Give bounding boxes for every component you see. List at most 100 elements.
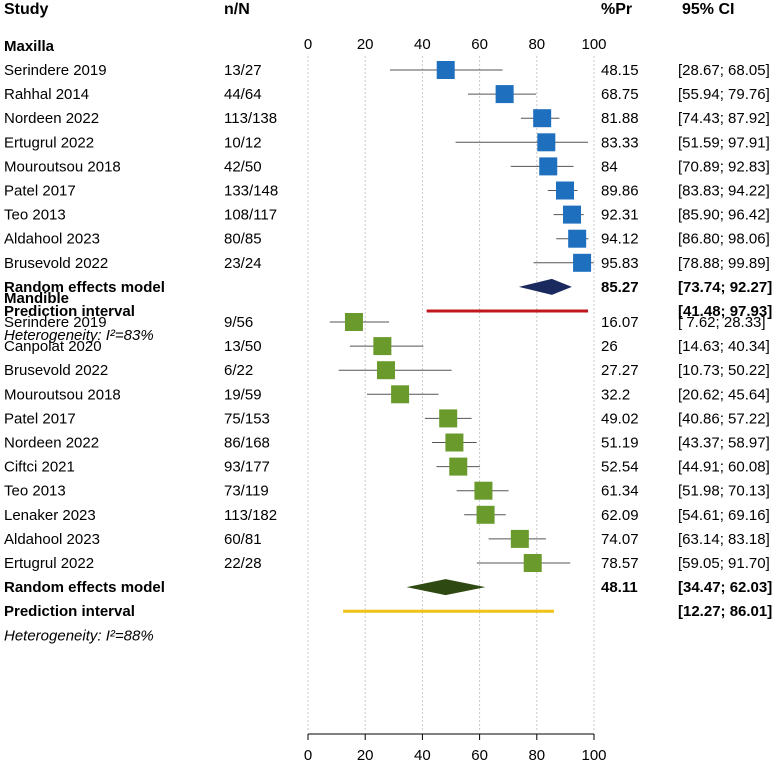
- study-ci: [70.89; 92.83]: [678, 158, 770, 175]
- study-events: 113/138: [224, 110, 277, 127]
- study-ci: [83.83; 94.22]: [678, 183, 770, 200]
- study-ci: [78.88; 99.89]: [678, 255, 770, 272]
- study-events: 133/148: [224, 183, 278, 200]
- study-proportion: 81.88: [601, 110, 639, 127]
- study-events: 22/28: [224, 555, 262, 572]
- study-proportion: 95.83: [601, 255, 639, 272]
- study-box: [376, 361, 395, 380]
- study-ci: [86.80; 98.06]: [678, 231, 770, 248]
- study-events: 108/117: [224, 207, 277, 224]
- random-effects-proportion: 85.27: [601, 279, 639, 296]
- study-ci: [54.61; 69.16]: [678, 507, 770, 524]
- study-name: Nordeen 2022: [4, 110, 99, 127]
- random-effects-diamond: [518, 278, 572, 295]
- study-box: [495, 85, 514, 104]
- study-ci: [55.94; 79.76]: [678, 86, 770, 103]
- study-events: 6/22: [224, 362, 253, 379]
- tick-label-bottom: 60: [471, 747, 488, 764]
- study-events: 44/64: [224, 86, 262, 103]
- tick-label-bottom: 100: [581, 747, 606, 764]
- study-ci: [74.43; 87.92]: [678, 110, 770, 127]
- header-study: Study: [4, 1, 49, 18]
- study-proportion: 92.31: [601, 207, 639, 224]
- study-name: Ciftci 2021: [4, 459, 75, 476]
- tick-label-bottom: 20: [357, 747, 374, 764]
- study-box: [344, 313, 363, 331]
- study-ci: [20.62; 45.64]: [678, 386, 770, 403]
- study-proportion: 61.34: [601, 483, 639, 500]
- study-name: Canpolat 2020: [4, 338, 102, 355]
- study-box: [563, 205, 582, 224]
- study-events: 80/85: [224, 231, 262, 248]
- study-name: Ertugrul 2022: [4, 555, 94, 572]
- study-proportion: 78.57: [601, 555, 639, 572]
- study-box: [537, 133, 556, 152]
- tick-label-top: 60: [471, 36, 488, 53]
- study-events: 75/153: [224, 410, 270, 427]
- study-box: [449, 457, 468, 476]
- random-effects-label: Random effects model: [4, 579, 165, 596]
- study-proportion: 68.75: [601, 86, 639, 103]
- tick-label-top: 100: [581, 36, 606, 53]
- prediction-interval-label: Prediction interval: [4, 303, 135, 320]
- tick-label-top: 40: [414, 36, 431, 53]
- study-events: 10/12: [224, 134, 262, 151]
- study-events: 73/119: [224, 483, 269, 500]
- study-events: 13/50: [224, 338, 262, 355]
- header-pr: %Pr: [601, 1, 632, 18]
- study-events: 60/81: [224, 531, 262, 548]
- study-ci: [10.73; 50.22]: [678, 362, 770, 379]
- study-box: [523, 554, 542, 572]
- study-events: 19/59: [224, 386, 262, 403]
- study-name: Lenaker 2023: [4, 507, 96, 524]
- study-proportion: 52.54: [601, 459, 639, 476]
- study-ci: [63.14; 83.18]: [678, 531, 770, 548]
- study-events: 86/168: [224, 435, 270, 452]
- study-name: Teo 2013: [4, 483, 66, 500]
- study-box: [373, 337, 392, 356]
- tick-label-bottom: 0: [304, 747, 312, 764]
- study-box: [445, 433, 464, 452]
- study-box: [539, 157, 558, 176]
- heterogeneity-text: Heterogeneity: I²=88%: [4, 627, 154, 644]
- random-effects-diamond: [406, 579, 486, 596]
- study-proportion: 32.2: [601, 386, 630, 403]
- study-name: Aldahool 2023: [4, 531, 100, 548]
- study-box: [474, 481, 493, 500]
- prediction-interval-label: Prediction interval: [4, 603, 135, 620]
- study-box: [533, 109, 552, 128]
- prediction-interval-ci: [41.48; 97.93]: [678, 303, 772, 320]
- study-box: [476, 505, 495, 524]
- study-name: Patel 2017: [4, 410, 76, 427]
- study-proportion: 84: [601, 158, 618, 175]
- study-ci: [28.67; 68.05]: [678, 62, 770, 79]
- study-name: Brusevold 2022: [4, 255, 108, 272]
- tick-label-bottom: 80: [528, 747, 545, 764]
- study-proportion: 49.02: [601, 410, 639, 427]
- study-proportion: 27.27: [601, 362, 639, 379]
- study-name: Mouroutsou 2018: [4, 158, 121, 175]
- study-name: Brusevold 2022: [4, 362, 108, 379]
- study-proportion: 89.86: [601, 183, 639, 200]
- plot-text: Study n/N %Pr 95% CI 0 20 40 60 80 100 0 20 40 60…: [4, 1, 772, 764]
- study-name: Patel 2017: [4, 183, 76, 200]
- study-ci: [51.59; 97.91]: [678, 134, 770, 151]
- study-box: [436, 61, 455, 79]
- study-events: 9/56: [224, 314, 253, 331]
- group-label: Maxilla: [4, 38, 55, 55]
- study-proportion: 16.07: [601, 314, 639, 331]
- tick-label-top: 80: [528, 36, 545, 53]
- study-name: Nordeen 2022: [4, 435, 99, 452]
- study-name: Serindere 2019: [4, 62, 107, 79]
- tick-label-bottom: 40: [414, 747, 431, 764]
- random-effects-ci: [34.47; 62.03]: [678, 579, 772, 596]
- study-box: [555, 181, 574, 200]
- tick-label-top: 20: [357, 36, 374, 53]
- study-box: [510, 529, 529, 548]
- study-proportion: 26: [601, 338, 618, 355]
- header-ci: 95% CI: [682, 1, 734, 18]
- random-effects-label: Random effects model: [4, 279, 165, 296]
- heterogeneity-prefix: Heterogeneity:: [4, 627, 106, 644]
- study-proportion: 51.19: [601, 435, 639, 452]
